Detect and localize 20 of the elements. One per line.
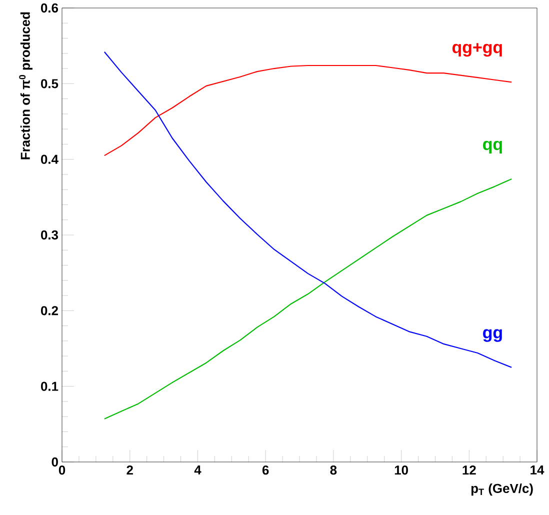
- y-tick-label: 0.1: [41, 382, 58, 391]
- x-tick-label: 0: [58, 466, 66, 475]
- x-tick-label: 8: [330, 466, 337, 475]
- x-tick-label: 10: [394, 466, 408, 475]
- x-tick-label: 14: [530, 466, 544, 474]
- series-label: qg+gq: [452, 43, 502, 57]
- y-tick-label: 0.2: [41, 306, 58, 316]
- x-tick-label: 2: [126, 466, 133, 475]
- y-tick-label: 0.4: [41, 154, 58, 164]
- x-tick-label: 4: [194, 466, 202, 474]
- x-tick-label: 6: [262, 466, 269, 475]
- y-tick-label: 0.3: [41, 230, 58, 240]
- series-label: gg: [483, 329, 502, 342]
- y-tick-label: 0.6: [41, 3, 58, 13]
- y-tick-label: 0.5: [41, 79, 58, 88]
- x-axis-title: p$_{T}$ (GeV/c): [471, 484, 533, 496]
- y-tick-label: 0: [52, 457, 58, 467]
- y-axis-title: Fraction of π$^{0}$ produced: [19, 12, 32, 160]
- x-tick-label: 12: [462, 466, 476, 475]
- series-label: qq: [483, 140, 502, 154]
